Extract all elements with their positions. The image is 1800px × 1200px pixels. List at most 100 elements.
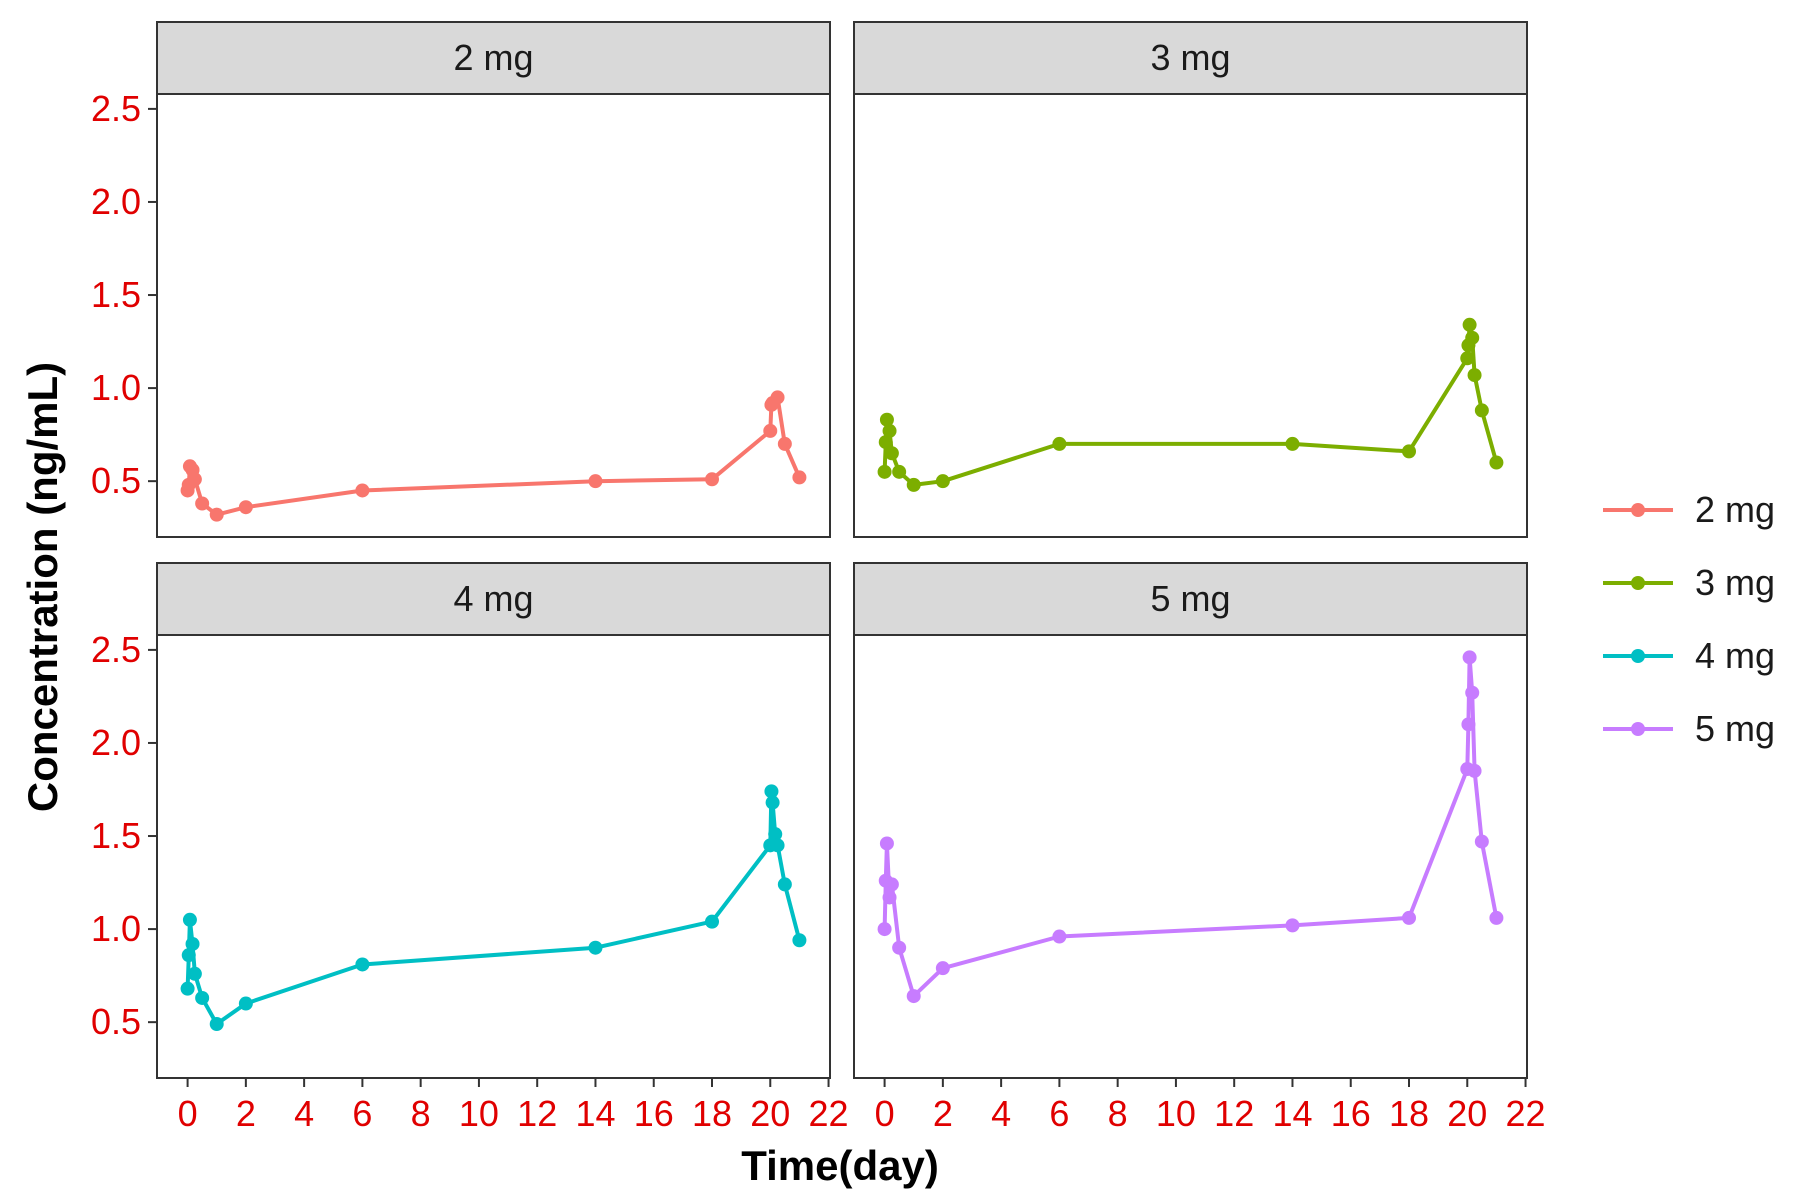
x-tick-label: 20	[750, 1093, 790, 1134]
data-point	[705, 472, 720, 487]
data-point	[879, 836, 894, 851]
panel-border	[156, 93, 831, 538]
data-point	[195, 496, 210, 511]
legend-key-point	[1631, 503, 1645, 517]
y-tick-label: 1.5	[91, 274, 141, 315]
y-tick-label: 2.5	[91, 88, 141, 129]
y-tick-label: 2.5	[91, 629, 141, 670]
legend-label: 5 mg	[1695, 708, 1775, 749]
data-point	[777, 436, 792, 451]
data-point	[906, 477, 921, 492]
data-point	[355, 957, 370, 972]
data-point	[1465, 330, 1480, 345]
data-point	[882, 890, 897, 905]
data-point	[705, 914, 720, 929]
facet-strip-label: 4 mg	[453, 578, 533, 619]
facet-panel: 3 mg	[853, 21, 1528, 538]
data-point	[935, 474, 950, 489]
legend-label: 2 mg	[1695, 489, 1775, 530]
data-point	[588, 940, 603, 955]
data-point	[1052, 929, 1067, 944]
data-point	[180, 981, 195, 996]
x-tick-label: 14	[1272, 1093, 1312, 1134]
legend-label: 3 mg	[1695, 562, 1775, 603]
facet-strip	[156, 21, 831, 95]
facet-strip	[853, 562, 1528, 636]
data-point	[906, 989, 921, 1004]
x-tick-label: 4	[294, 1093, 314, 1134]
data-point	[209, 507, 224, 522]
data-point	[1474, 403, 1489, 418]
data-point	[1285, 918, 1300, 933]
data-point	[185, 936, 200, 951]
data-point	[882, 423, 897, 438]
x-tick-label: 8	[1108, 1093, 1128, 1134]
data-point	[892, 940, 907, 955]
legend-label: 4 mg	[1695, 635, 1775, 676]
data-point	[884, 446, 899, 461]
data-point	[763, 423, 778, 438]
x-tick-label: 22	[809, 1093, 849, 1134]
y-tick-label: 0.5	[91, 1001, 141, 1042]
data-point	[1467, 763, 1482, 778]
panel-border	[853, 634, 1528, 1079]
data-point	[1052, 436, 1067, 451]
y-tick-label: 1.0	[91, 908, 141, 949]
data-point	[209, 1017, 224, 1032]
data-point	[768, 827, 783, 842]
data-point	[187, 966, 202, 981]
data-point	[777, 877, 792, 892]
data-point	[892, 464, 907, 479]
data-point	[1489, 910, 1504, 925]
x-tick-label: 10	[459, 1093, 499, 1134]
x-tick-label: 10	[1156, 1093, 1196, 1134]
data-point	[238, 500, 253, 515]
x-tick-label: 12	[1214, 1093, 1254, 1134]
x-tick-label: 12	[517, 1093, 557, 1134]
facet-panel: 2 mg 0.5 1.0 1.5 2.0 2.5	[91, 21, 831, 538]
y-tick-label: 2.0	[91, 722, 141, 763]
data-point	[877, 922, 892, 937]
x-tick-label: 0	[178, 1093, 198, 1134]
facet-strip-label: 2 mg	[453, 37, 533, 78]
data-point	[1285, 436, 1300, 451]
x-tick-label: 22	[1506, 1093, 1546, 1134]
data-point	[877, 464, 892, 479]
data-point	[879, 412, 894, 427]
data-point	[1467, 368, 1482, 383]
data-point	[195, 990, 210, 1005]
data-point	[182, 912, 197, 927]
data-point	[355, 483, 370, 498]
y-tick-label: 1.5	[91, 815, 141, 856]
x-tick-label: 16	[1331, 1093, 1371, 1134]
legend-item: 3 mg	[1603, 562, 1775, 603]
y-tick-label: 2.0	[91, 181, 141, 222]
data-point	[1461, 717, 1476, 732]
facet-panels: 2 mg0.51.01.52.02.53 mg4 mg0.51.01.52.02…	[91, 21, 1546, 1134]
data-point	[935, 961, 950, 976]
data-point	[1402, 910, 1417, 925]
legend: 2 mg 3 mg 4 mg 5 mg	[1603, 489, 1775, 749]
legend-item: 5 mg	[1603, 708, 1775, 749]
facet-panel: 4 mg 0.5 1.0 1.5 2.0 2.5 0 2 4 6 8 10 12 14 16 18 20 22	[91, 562, 849, 1134]
x-tick-label: 2	[933, 1093, 953, 1134]
legend-item: 4 mg	[1603, 635, 1775, 676]
data-point	[238, 996, 253, 1011]
facet-strip-label: 3 mg	[1150, 37, 1230, 78]
data-point	[792, 933, 807, 948]
x-tick-label: 18	[692, 1093, 732, 1134]
data-point	[1402, 444, 1417, 459]
data-point	[764, 784, 779, 799]
data-point	[1474, 834, 1489, 849]
x-tick-label: 6	[352, 1093, 372, 1134]
panel-border	[156, 634, 831, 1079]
x-tick-label: 2	[236, 1093, 256, 1134]
data-point	[765, 795, 780, 810]
legend-item: 2 mg	[1603, 489, 1775, 530]
data-point	[1462, 650, 1477, 665]
x-axis-title: Time(day)	[741, 1142, 939, 1189]
x-tick-label: 18	[1389, 1093, 1429, 1134]
x-tick-label: 6	[1049, 1093, 1069, 1134]
data-point	[792, 470, 807, 485]
legend-key-point	[1631, 576, 1645, 590]
